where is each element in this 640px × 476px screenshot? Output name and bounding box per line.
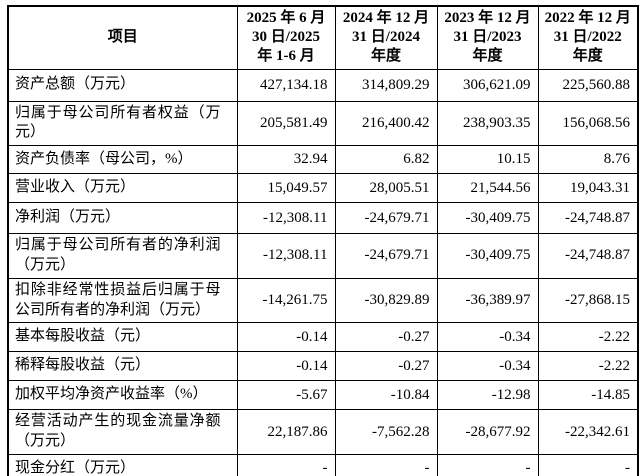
col-header-item: 项目 — [7, 5, 238, 70]
cell-value: 22,187.86 — [236, 409, 336, 455]
cell-value: -14.85 — [537, 380, 639, 411]
cell-value: 156,068.56 — [537, 100, 639, 147]
cell-value: -24,748.87 — [537, 202, 639, 235]
table-header-row: 项目 2025 年 6 月 30 日/2025 年 1-6 月 2024 年 1… — [7, 5, 639, 70]
cell-value: -12,308.11 — [236, 202, 336, 235]
row-label: 营业收入（万元） — [7, 173, 238, 204]
row-label: 资产总额（万元） — [7, 68, 238, 102]
table-row: 归属于母公司所有者权益（万元） 205,581.49 216,400.42 23… — [7, 100, 639, 147]
table-row: 归属于母公司所有者的净利润（万元） -12,308.11 -24,679.71 … — [7, 233, 639, 279]
cell-value: -0.27 — [334, 351, 438, 382]
cell-value: -28,677.92 — [436, 409, 539, 455]
row-label: 扣除非经常性损益后归属于母公司所有者的净利润（万元） — [7, 277, 238, 324]
cell-value: 28,005.51 — [334, 173, 438, 204]
cell-value: 314,809.29 — [334, 68, 438, 102]
cell-value: -30,409.75 — [436, 233, 539, 279]
row-label: 归属于母公司所有者的净利润（万元） — [7, 233, 238, 279]
table-row: 现金分红（万元） - - - - — [7, 453, 639, 476]
cell-value: - — [537, 453, 639, 476]
cell-value: -30,409.75 — [436, 202, 539, 235]
cell-value: 8.76 — [537, 145, 639, 175]
table-row: 稀释每股收益（元） -0.14 -0.27 -0.34 -2.22 — [7, 351, 639, 382]
cell-value: -14,261.75 — [236, 277, 336, 324]
table-row: 净利润（万元） -12,308.11 -24,679.71 -30,409.75… — [7, 202, 639, 235]
cell-value: 225,560.88 — [537, 68, 639, 102]
cell-value: -24,748.87 — [537, 233, 639, 279]
row-label: 净利润（万元） — [7, 202, 238, 235]
row-label: 归属于母公司所有者权益（万元） — [7, 100, 238, 147]
cell-value: -5.67 — [236, 380, 336, 411]
cell-value: 32.94 — [236, 145, 336, 175]
cell-value: 15,049.57 — [236, 173, 336, 204]
cell-value: -0.27 — [334, 322, 438, 353]
cell-value: -0.34 — [436, 322, 539, 353]
row-label: 现金分红（万元） — [7, 453, 238, 476]
cell-value: 10.15 — [436, 145, 539, 175]
table-row: 资产负债率（母公司，%） 32.94 6.82 10.15 8.76 — [7, 145, 639, 175]
cell-value: -36,389.97 — [436, 277, 539, 324]
cell-value: -2.22 — [537, 351, 639, 382]
table-row: 资产总额（万元） 427,134.18 314,809.29 306,621.0… — [7, 68, 639, 102]
table-row: 基本每股收益（元） -0.14 -0.27 -0.34 -2.22 — [7, 322, 639, 353]
col-header-2022: 2022 年 12 月 31 日/2022 年度 — [537, 5, 639, 70]
row-label: 加权平均净资产收益率（%） — [7, 380, 238, 411]
cell-value: -27,868.15 — [537, 277, 639, 324]
cell-value: -30,829.89 — [334, 277, 438, 324]
cell-value: 306,621.09 — [436, 68, 539, 102]
table-row: 加权平均净资产收益率（%） -5.67 -10.84 -12.98 -14.85 — [7, 380, 639, 411]
cell-value: 205,581.49 — [236, 100, 336, 147]
cell-value: 216,400.42 — [334, 100, 438, 147]
table-row: 营业收入（万元） 15,049.57 28,005.51 21,544.56 1… — [7, 173, 639, 204]
cell-value: 238,903.35 — [436, 100, 539, 147]
cell-value: -12,308.11 — [236, 233, 336, 279]
table-row: 经营活动产生的现金流量净额（万元） 22,187.86 -7,562.28 -2… — [7, 409, 639, 455]
cell-value: -10.84 — [334, 380, 438, 411]
row-label: 基本每股收益（元） — [7, 322, 238, 353]
table-row: 扣除非经常性损益后归属于母公司所有者的净利润（万元） -14,261.75 -3… — [7, 277, 639, 324]
cell-value: -7,562.28 — [334, 409, 438, 455]
cell-value: -2.22 — [537, 322, 639, 353]
cell-value: 6.82 — [334, 145, 438, 175]
cell-value: -0.14 — [236, 351, 336, 382]
cell-value: 21,544.56 — [436, 173, 539, 204]
row-label: 资产负债率（母公司，%） — [7, 145, 238, 175]
cell-value: - — [236, 453, 336, 476]
row-label: 稀释每股收益（元） — [7, 351, 238, 382]
cell-value: -0.34 — [436, 351, 539, 382]
cell-value: 19,043.31 — [537, 173, 639, 204]
cell-value: -12.98 — [436, 380, 539, 411]
cell-value: -22,342.61 — [537, 409, 639, 455]
col-header-2025-jun: 2025 年 6 月 30 日/2025 年 1-6 月 — [236, 5, 336, 70]
col-header-2023: 2023 年 12 月 31 日/2023 年度 — [436, 5, 539, 70]
row-label: 经营活动产生的现金流量净额（万元） — [7, 409, 238, 455]
financial-metrics-table: 项目 2025 年 6 月 30 日/2025 年 1-6 月 2024 年 1… — [7, 5, 639, 476]
cell-value: -24,679.71 — [334, 233, 438, 279]
cell-value: -0.14 — [236, 322, 336, 353]
cell-value: -24,679.71 — [334, 202, 438, 235]
cell-value: 427,134.18 — [236, 68, 336, 102]
cell-value: - — [436, 453, 539, 476]
col-header-2024: 2024 年 12 月 31 日/2024 年度 — [334, 5, 438, 70]
cell-value: - — [334, 453, 438, 476]
